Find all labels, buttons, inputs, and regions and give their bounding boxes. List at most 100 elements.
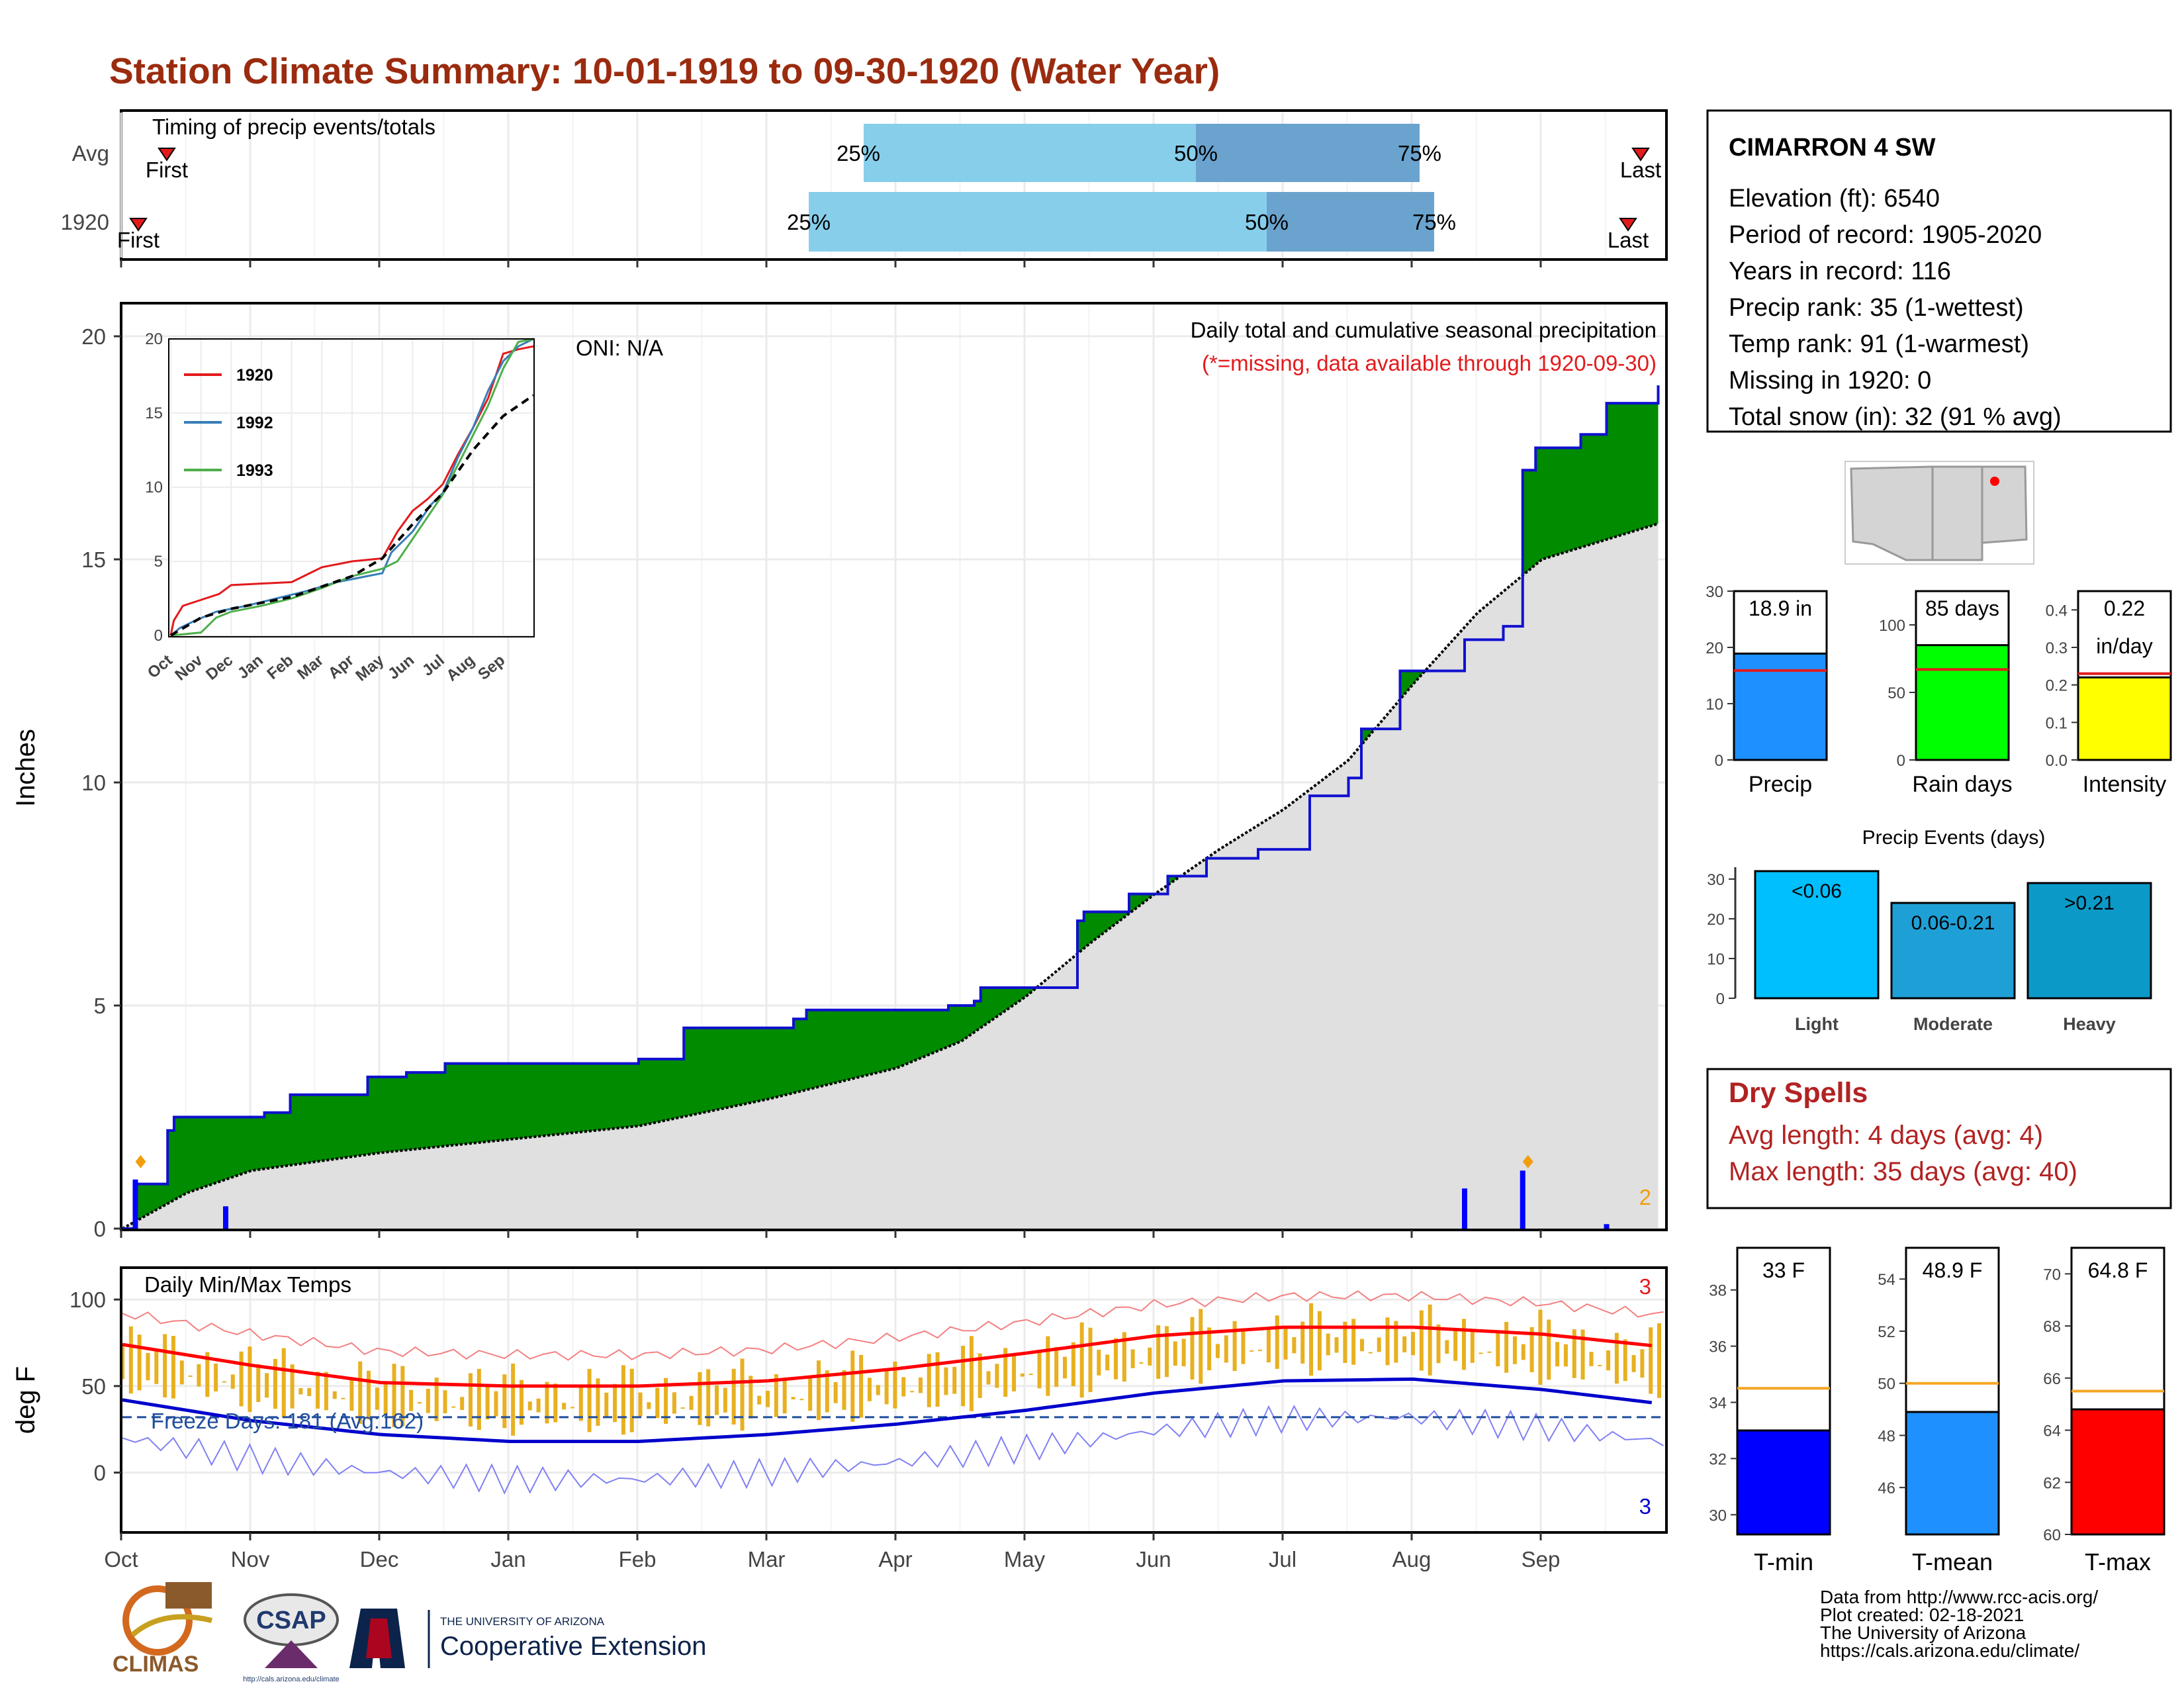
avg-first-label: First <box>146 158 188 182</box>
daily-temp-bar <box>1580 1329 1585 1380</box>
inset-year-line <box>169 345 534 636</box>
inset-average-line <box>169 394 535 637</box>
temp-bar-tick-label: 60 <box>2043 1526 2061 1544</box>
month-axis: Oct Nov Dec Jan Feb Mar Apr May Jun Jul Aug Sep <box>104 259 1560 1571</box>
climas-logo-block <box>165 1582 212 1609</box>
events-category-label: Moderate <box>1913 1014 1993 1034</box>
daily-temp-bar <box>1411 1332 1415 1356</box>
daily-temp-bar <box>341 1397 345 1399</box>
daily-temp-bar <box>545 1382 549 1424</box>
daily-temp-bar <box>867 1378 872 1401</box>
year-first-label: First <box>117 228 159 252</box>
daily-temp-bar <box>290 1364 295 1409</box>
dry-spells: Dry Spells Avg length: 4 days (avg: 4) M… <box>1706 1068 2172 1209</box>
temp-yticks: 0 50 100 <box>69 1288 121 1485</box>
mini-bar-value <box>2077 676 2172 761</box>
inset-ytick-label: 20 <box>145 330 163 348</box>
daily-temp-bar <box>214 1363 218 1392</box>
mini-bar-tick-label: 50 <box>1888 684 1905 702</box>
events-tick-label: 30 <box>1707 871 1725 889</box>
precip-series <box>122 385 1660 1230</box>
cumulative-precip-line <box>122 385 1660 1230</box>
timing-panel: Timing of precip events/totals Avg 1920 … <box>61 109 1668 261</box>
mini-bar-tick-label: 0 <box>1897 752 1905 770</box>
precip-subtitle: Daily total and cumulative seasonal prec… <box>1191 318 1657 342</box>
footer-line-3: The University of Arizona <box>1820 1622 2026 1643</box>
daily-temp-bar <box>578 1385 583 1421</box>
timing-year-p75: 75% <box>1412 210 1456 234</box>
freeze-days-label: Freeze Days: 181 (Avg:162) <box>151 1409 424 1433</box>
daily-temp-bar <box>791 1397 796 1399</box>
timing-year-p50: 50% <box>1245 210 1289 234</box>
mini-bar-value <box>1915 644 2010 761</box>
daily-temp-bar <box>171 1336 175 1399</box>
daily-temp-bar <box>1538 1309 1543 1385</box>
daily-temp-bar <box>265 1373 269 1398</box>
temp-ytick-label: 0 <box>94 1461 106 1485</box>
timing-row-year: 1920 <box>61 210 109 234</box>
temp-bar-tick-label: 30 <box>1709 1507 1727 1524</box>
daily-temp-bar <box>128 1326 133 1394</box>
temp-bar-value <box>1905 1411 2000 1536</box>
daily-temp-bar <box>1207 1327 1212 1371</box>
month-label: May <box>1004 1547 1046 1571</box>
inset-series <box>169 338 535 637</box>
daily-temp-bar <box>1258 1349 1263 1351</box>
month-label: Jun <box>1136 1547 1171 1571</box>
timing-avg-iqr-low <box>864 124 1196 182</box>
daily-temp-bar <box>1487 1351 1492 1353</box>
daily-temp-bar <box>383 1382 388 1415</box>
daily-temp-bar <box>638 1392 643 1417</box>
footer: Data from http://www.rcc-acis.org/ Plot … <box>1820 1587 2098 1661</box>
month-label: Oct <box>104 1547 138 1571</box>
temp-bar-tick-label: 32 <box>1709 1450 1727 1468</box>
daily-temp-bar <box>1250 1350 1254 1352</box>
precip-events: Precip Events (days) 0 10 20 30 <0.06 Light 0.… <box>1707 827 2152 1034</box>
daily-temp-bar <box>197 1364 201 1387</box>
temp-panel: 0 50 100 deg F Daily Min/Max Temps Freeze … <box>11 1266 1668 1534</box>
timing-year-p25: 25% <box>787 210 831 234</box>
daily-temp-bar <box>1173 1341 1177 1366</box>
daily-temp-bar <box>1224 1335 1228 1363</box>
temp-bar-tick-label: 64 <box>2043 1423 2061 1440</box>
daily-temp-bar <box>230 1374 235 1389</box>
oni-label: ONI: N/A <box>576 336 663 360</box>
station-info: CIMARRON 4 SW Elevation (ft): 6540 Period… <box>1706 109 2172 433</box>
temp-bar-tick-label: 66 <box>2043 1370 2061 1388</box>
ua-logo: THE UNIVERSITY OF ARIZONA Cooperative Ex… <box>349 1609 706 1668</box>
daily-temp-bar <box>782 1378 787 1414</box>
timing-avg-p25: 25% <box>837 141 880 165</box>
daily-temp-bar <box>562 1403 567 1410</box>
events-chart: 0 10 20 30 <0.06 Light 0.06-0.21 Moderate >0.21 H… <box>1707 867 2152 1034</box>
events-tick-label: 20 <box>1707 911 1725 929</box>
timing-year-iqr-low <box>809 192 1267 252</box>
month-label: Jan <box>490 1547 525 1571</box>
daily-temp-bar <box>273 1358 277 1409</box>
daily-temp-bar <box>1470 1331 1475 1363</box>
daily-temp-bar <box>468 1373 473 1427</box>
daily-temp-bar <box>349 1378 354 1411</box>
month-label: Apr <box>878 1547 912 1571</box>
precip-ytick-label: 0 <box>94 1217 106 1241</box>
daily-temp-bar <box>1631 1355 1636 1372</box>
daily-temp-bar <box>1148 1347 1152 1366</box>
summary-bars: 18.9 in Precip 0 10 20 30 85 days Rain days 0 50 1… <box>1706 583 2172 797</box>
daily-temp-bar <box>969 1336 974 1411</box>
daily-temp-bar <box>799 1399 804 1401</box>
events-bar-label: >0.21 <box>2064 892 2115 914</box>
daily-temp-bar <box>1020 1373 1024 1377</box>
daily-temp-bar <box>1232 1321 1237 1372</box>
daily-temp-bar <box>1215 1344 1220 1358</box>
month-label: Aug <box>1392 1547 1432 1571</box>
temp-ytick-label: 50 <box>81 1374 106 1399</box>
dry-spells-frame <box>1706 1068 2172 1209</box>
daily-temp-bar <box>842 1370 846 1410</box>
timing-avg-iqr-high <box>1196 124 1420 182</box>
station-info-line: Temp rank: 91 (1-warmest) <box>1729 330 2029 358</box>
precip-ytick-label: 5 <box>94 994 106 1018</box>
temp-bar-tick-label: 62 <box>2043 1474 2061 1492</box>
precip-ytick-label: 10 <box>81 771 106 795</box>
daily-temp-bar <box>1461 1319 1466 1370</box>
inset-legend: 1920 1992 1993 <box>184 366 273 480</box>
